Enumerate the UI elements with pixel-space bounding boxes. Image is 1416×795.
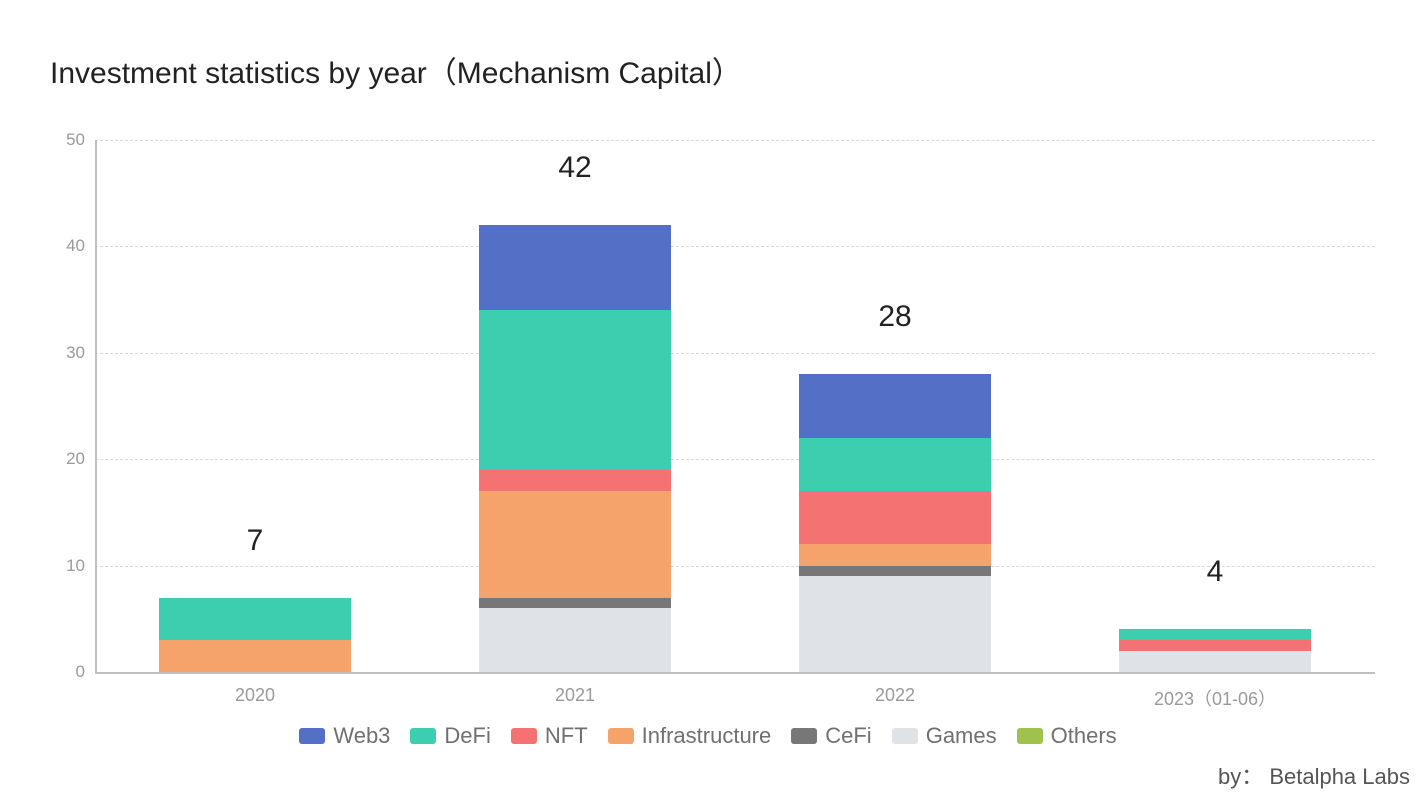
bar-segment-infra [159,640,351,672]
legend-item-nft: NFT [511,723,588,749]
gridline [95,459,1375,460]
bar-segment-nft [1119,640,1311,651]
gridline [95,353,1375,354]
legend-swatch [410,728,436,744]
legend-swatch [511,728,537,744]
legend-label: Web3 [333,723,390,749]
y-tick-label: 0 [25,662,85,682]
gridline [95,246,1375,247]
bar-group: 7 [159,598,351,672]
chart-byline: by： Betalpha Labs [1218,759,1410,791]
y-tick-label: 40 [25,236,85,256]
legend-label: DeFi [444,723,490,749]
legend-swatch [608,728,634,744]
legend-label: Infrastructure [642,723,772,749]
bar-segment-defi [479,310,671,470]
bar-segment-defi [1119,629,1311,640]
bar-segment-nft [799,491,991,544]
legend-swatch [791,728,817,744]
y-tick-label: 20 [25,449,85,469]
bar-total-label: 28 [799,300,991,334]
x-tick-label: 2020 [235,685,275,706]
legend-swatch [892,728,918,744]
legend-item-web3: Web3 [299,723,390,749]
bar-group: 28 [799,374,991,672]
bar-segment-games [479,608,671,672]
legend-label: CeFi [825,723,871,749]
bar-group: 4 [1119,629,1311,672]
x-axis [95,672,1375,674]
chart-legend: Web3 DeFi NFT Infrastructure CeFi Games Others [0,723,1416,750]
y-tick-label: 50 [25,130,85,150]
bar-segment-cefi [479,598,671,609]
legend-item-cefi: CeFi [791,723,871,749]
legend-swatch [1017,728,1043,744]
legend-label: NFT [545,723,588,749]
legend-item-games: Games [892,723,997,749]
x-tick-label: 2021 [555,685,595,706]
bar-segment-infra [799,544,991,565]
bar-total-label: 7 [159,524,351,558]
legend-item-infra: Infrastructure [608,723,772,749]
x-tick-label: 2023（01-06） [1154,685,1276,711]
bar-total-label: 4 [1119,555,1311,589]
bar-segment-web3 [479,225,671,310]
bar-total-label: 42 [479,151,671,185]
bar-group: 42 [479,225,671,672]
bar-segment-defi [799,438,991,491]
y-axis [95,140,97,672]
gridline [95,140,1375,141]
legend-swatch [299,728,325,744]
legend-label: Others [1051,723,1117,749]
chart-title: Investment statistics by year（Mechanism … [50,48,742,92]
y-tick-label: 30 [25,343,85,363]
bar-segment-nft [479,470,671,491]
legend-item-defi: DeFi [410,723,490,749]
bar-segment-infra [479,491,671,597]
bar-segment-defi [159,598,351,641]
y-tick-label: 10 [25,556,85,576]
bar-segment-games [799,576,991,672]
chart-plot-area: 010203040507202042202128202242023（01-06） [95,140,1375,672]
bar-segment-games [1119,651,1311,672]
legend-label: Games [926,723,997,749]
bar-segment-cefi [799,566,991,577]
x-tick-label: 2022 [875,685,915,706]
legend-item-others: Others [1017,723,1117,749]
bar-segment-web3 [799,374,991,438]
